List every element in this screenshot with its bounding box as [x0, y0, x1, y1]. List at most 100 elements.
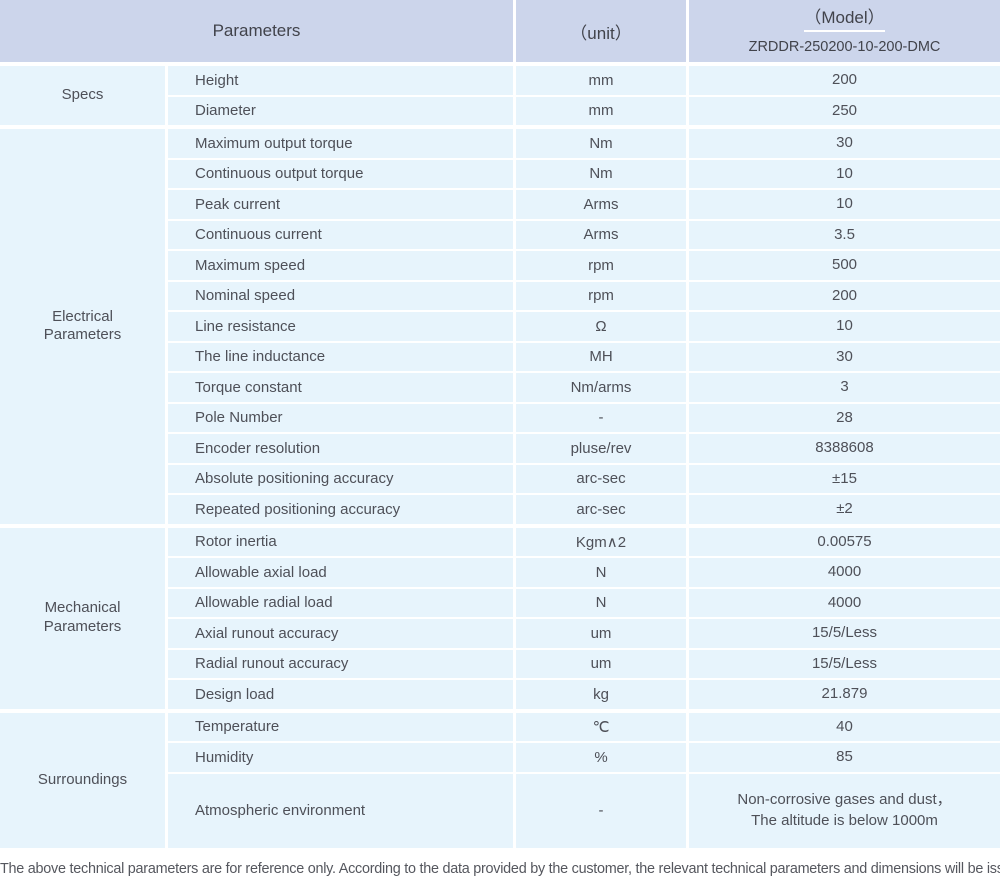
table-row: Peak current Arms 10	[168, 190, 1000, 219]
param-unit: kg	[516, 680, 686, 709]
section-label-mechanical: Mechanical Parameters	[0, 527, 165, 709]
table-row: Rotor inertia Kgm∧2 0.00575	[168, 527, 1000, 556]
table-row: Diameter mm 250	[168, 96, 1000, 125]
section-surroundings: Surroundings Temperature ℃ 40 Humidity %…	[0, 712, 1000, 848]
param-value: 3	[689, 373, 1000, 402]
param-unit: Ω	[516, 312, 686, 341]
param-name: Repeated positioning accuracy	[168, 495, 513, 524]
param-name: Pole Number	[168, 403, 513, 432]
header-model-label: （Model）	[804, 0, 885, 32]
section-label-specs: Specs	[0, 66, 165, 125]
param-value: 21.879	[689, 680, 1000, 709]
param-name: Maximum speed	[168, 251, 513, 280]
table-row: Height mm 200	[168, 66, 1000, 95]
param-unit: Arms	[516, 190, 686, 219]
param-unit: arc-sec	[516, 464, 686, 493]
table-row: Design load kg 21.879	[168, 680, 1000, 709]
param-name: The line inductance	[168, 342, 513, 371]
param-value: ±15	[689, 464, 1000, 493]
param-name: Design load	[168, 680, 513, 709]
param-value: 10	[689, 190, 1000, 219]
table-row: Maximum output torque Nm 30	[168, 129, 1000, 158]
param-value: 3.5	[689, 220, 1000, 249]
param-name: Diameter	[168, 96, 513, 125]
param-value: 15/5/Less	[689, 649, 1000, 678]
param-name: Axial runout accuracy	[168, 619, 513, 648]
header-parameters: Parameters	[0, 0, 513, 62]
param-unit: rpm	[516, 251, 686, 280]
table-row: Axial runout accuracy um 15/5/Less	[168, 619, 1000, 648]
param-value: 4000	[689, 558, 1000, 587]
header-model-value: ZRDDR-250200-10-200-DMC	[748, 39, 941, 55]
table-row: The line inductance MH 30	[168, 342, 1000, 371]
param-unit: mm	[516, 66, 686, 95]
param-unit: um	[516, 619, 686, 648]
param-name: Line resistance	[168, 312, 513, 341]
param-name: Height	[168, 66, 513, 95]
param-value: 4000	[689, 588, 1000, 617]
param-name: Torque constant	[168, 373, 513, 402]
table-row: Temperature ℃ 40	[168, 712, 1000, 741]
param-name: Temperature	[168, 712, 513, 741]
param-value: 28	[689, 403, 1000, 432]
param-name: Nominal speed	[168, 281, 513, 310]
section-specs: Specs Height mm 200 Diameter mm 250	[0, 66, 1000, 125]
param-name: Rotor inertia	[168, 527, 513, 556]
param-value: 15/5/Less	[689, 619, 1000, 648]
table-row: Continuous output torque Nm 10	[168, 159, 1000, 188]
param-name: Humidity	[168, 743, 513, 772]
param-unit: ℃	[516, 712, 686, 741]
table-row: Nominal speed rpm 200	[168, 281, 1000, 310]
table-row: Allowable radial load N 4000	[168, 588, 1000, 617]
table-row: Radial runout accuracy um 15/5/Less	[168, 649, 1000, 678]
param-name: Continuous current	[168, 220, 513, 249]
param-value: 10	[689, 312, 1000, 341]
section-label-electrical: Electrical Parameters	[0, 129, 165, 524]
section-mechanical: Mechanical Parameters Rotor inertia Kgm∧…	[0, 527, 1000, 709]
param-unit: Nm/arms	[516, 373, 686, 402]
param-unit: -	[516, 403, 686, 432]
param-value: 250	[689, 96, 1000, 125]
table-row: Humidity % 85	[168, 743, 1000, 772]
param-unit: arc-sec	[516, 495, 686, 524]
param-value: 200	[689, 281, 1000, 310]
param-value: 40	[689, 712, 1000, 741]
param-value: 0.00575	[689, 527, 1000, 556]
param-value: 10	[689, 159, 1000, 188]
param-value: 200	[689, 66, 1000, 95]
table-row: Encoder resolution pluse/rev 8388608	[168, 434, 1000, 463]
param-unit: Kgm∧2	[516, 527, 686, 556]
table-row: Line resistance Ω 10	[168, 312, 1000, 341]
param-unit: %	[516, 743, 686, 772]
param-name: Continuous output torque	[168, 159, 513, 188]
table-row: Torque constant Nm/arms 3	[168, 373, 1000, 402]
param-name: Maximum output torque	[168, 129, 513, 158]
spec-table: Parameters （unit） （Model） ZRDDR-250200-1…	[0, 0, 1000, 848]
param-value: 500	[689, 251, 1000, 280]
param-unit: mm	[516, 96, 686, 125]
param-unit: um	[516, 649, 686, 678]
param-name: Absolute positioning accuracy	[168, 464, 513, 493]
param-name: Atmospheric environment	[168, 773, 513, 848]
table-row: Absolute positioning accuracy arc-sec ±1…	[168, 464, 1000, 493]
section-electrical: Electrical Parameters Maximum output tor…	[0, 129, 1000, 524]
param-unit: -	[516, 773, 686, 848]
param-unit: pluse/rev	[516, 434, 686, 463]
table-row: Atmospheric environment - Non-corrosive …	[168, 773, 1000, 848]
param-value: 85	[689, 743, 1000, 772]
param-value: 30	[689, 342, 1000, 371]
param-unit: rpm	[516, 281, 686, 310]
footnote: The above technical parameters are for r…	[0, 860, 1000, 877]
table-row: Maximum speed rpm 500	[168, 251, 1000, 280]
param-name: Allowable axial load	[168, 558, 513, 587]
param-name: Allowable radial load	[168, 588, 513, 617]
param-value: 8388608	[689, 434, 1000, 463]
table-row: Repeated positioning accuracy arc-sec ±2	[168, 495, 1000, 524]
param-unit: N	[516, 558, 686, 587]
param-value: Non-corrosive gases and dust， The altitu…	[689, 773, 1000, 848]
param-unit: N	[516, 588, 686, 617]
param-name: Encoder resolution	[168, 434, 513, 463]
param-name: Peak current	[168, 190, 513, 219]
table-row: Continuous current Arms 3.5	[168, 220, 1000, 249]
param-unit: Nm	[516, 129, 686, 158]
